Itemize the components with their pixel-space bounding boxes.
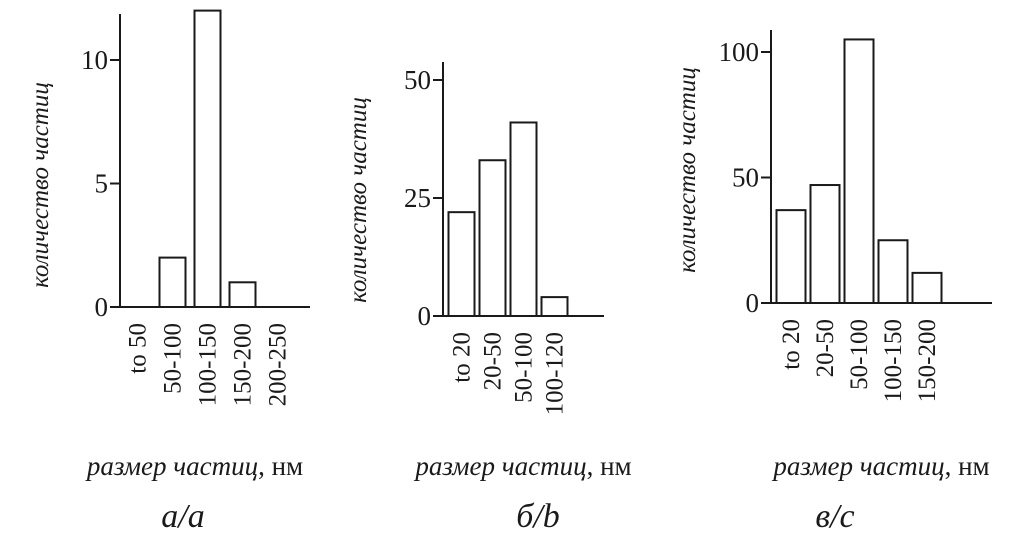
x-tick-label: 50-100 (160, 323, 187, 394)
x-tick-label: 100-150 (880, 319, 907, 402)
chart-panel-1: to 50 50-100 100-150 150-200 200-250 0 5 10 коли… (27, 11, 310, 535)
x-axis-label: размер частиц, нм (771, 451, 989, 481)
bar-150-200 (913, 273, 942, 303)
y-tick-label: 5 (95, 169, 109, 199)
x-tick-label: 100-150 (195, 323, 222, 406)
x-axis-label: размер частиц, нм (85, 451, 303, 481)
x-tick-label: 20-50 (480, 332, 507, 390)
bar-100-150 (195, 11, 221, 307)
y-tick-label: 0 (746, 288, 760, 318)
chart-panel-3: to 20 20-50 50-100 100-150 150-200 0 50 100 коли… (674, 30, 992, 535)
figure: to 50 50-100 100-150 150-200 200-250 0 5 10 коли… (0, 0, 1023, 540)
x-tick-label: 200-250 (265, 323, 292, 406)
bar-100-150 (879, 240, 908, 303)
bar-50-100 (845, 39, 874, 303)
bar-20-50 (811, 185, 840, 303)
x-tick-label: 150-200 (914, 319, 941, 402)
panel-label: б/b (516, 498, 560, 535)
y-tick-label: 50 (732, 163, 759, 193)
y-axis-label: количество частиц (345, 97, 372, 303)
panel-label: в/c (815, 498, 854, 535)
chart-panel-2: to 20 20-50 50-100 100-120 0 25 50 количество ч… (345, 62, 632, 535)
bar-50-100 (160, 258, 186, 307)
y-tick-label: 50 (404, 65, 431, 95)
y-tick-label: 10 (81, 45, 108, 75)
panel-label: а/a (161, 498, 204, 535)
bar-to 20 (449, 212, 475, 316)
y-tick-label: 0 (95, 292, 109, 322)
y-axis-label: количество частиц (674, 67, 701, 273)
x-tick-label: 20-50 (812, 319, 839, 377)
x-tick-label: to 20 (449, 332, 476, 383)
x-tick-label: 100-120 (542, 332, 569, 415)
bar-150-200 (230, 282, 256, 307)
bar-50-100 (511, 122, 537, 316)
x-tick-label: 50-100 (846, 319, 873, 390)
x-axis-label: размер частиц, нм (413, 451, 631, 481)
bar-100-120 (542, 297, 568, 316)
x-tick-label: to 20 (778, 319, 805, 370)
bar-to 20 (777, 210, 806, 303)
x-tick-label: 150-200 (230, 323, 257, 406)
x-tick-label: 50-100 (511, 332, 538, 403)
y-axis-label: количество частиц (27, 82, 54, 288)
y-tick-label: 0 (418, 301, 432, 331)
bar-20-50 (480, 160, 506, 316)
y-tick-label: 25 (404, 183, 431, 213)
x-tick-label: to 50 (125, 323, 152, 374)
y-tick-label: 100 (719, 37, 760, 67)
